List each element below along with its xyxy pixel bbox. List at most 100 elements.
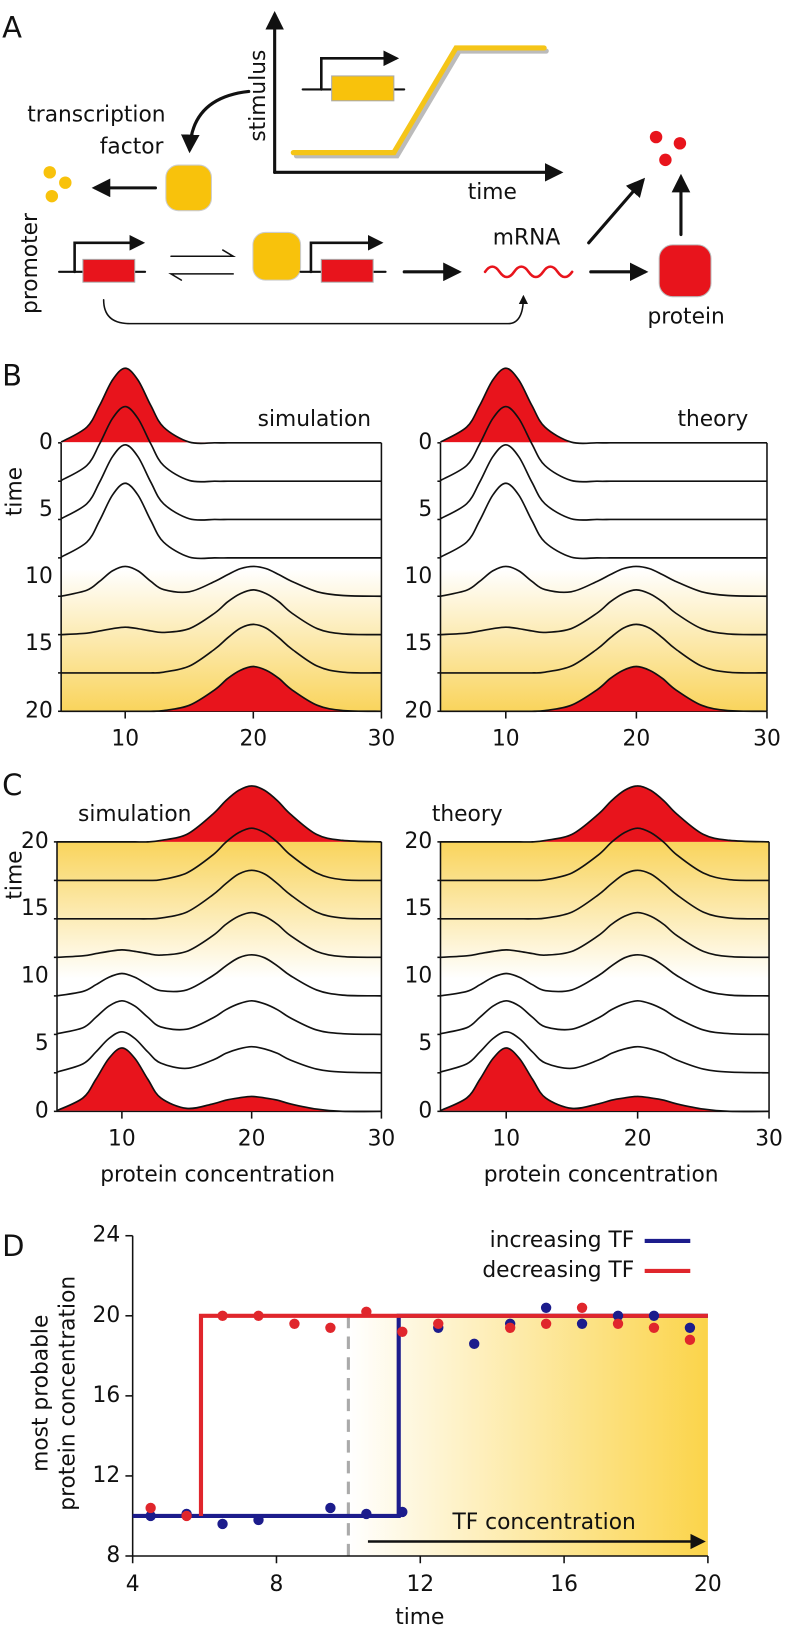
- stimulus-curve: [290, 45, 547, 156]
- y-tick-label: 24: [93, 1223, 121, 1248]
- x-tick-label: 10: [108, 1126, 136, 1151]
- ridge: [440, 565, 767, 598]
- x-tick-label: 12: [406, 1572, 434, 1597]
- x-tick-label: 16: [550, 1572, 578, 1597]
- y-tick-label: 5: [418, 497, 432, 522]
- point: [217, 1518, 228, 1530]
- ridge: [440, 367, 767, 445]
- ridge: [60, 367, 382, 445]
- gene-box: [320, 258, 374, 283]
- arrow: [170, 249, 237, 258]
- arrow: [168, 273, 234, 281]
- ridge: [440, 785, 770, 843]
- y-tick-label: 8: [106, 1543, 120, 1568]
- point: [181, 1510, 192, 1522]
- point: [540, 1318, 552, 1329]
- x-tick-label: 10: [492, 1126, 520, 1151]
- promoter-arrow: [73, 235, 146, 274]
- x-tick-label: 20: [239, 726, 267, 751]
- y-tick-label: 10: [21, 964, 49, 989]
- promoter-arrow: [309, 235, 384, 274]
- y-tick-label: 15: [25, 631, 53, 656]
- panel-title: simulation: [258, 407, 371, 432]
- x-tick-label: 30: [753, 726, 781, 751]
- y-tick-label: 5: [418, 1031, 432, 1056]
- point: [253, 1310, 264, 1321]
- x-axis-label: protein concentration: [100, 1163, 335, 1188]
- x-tick-label: 20: [624, 1126, 652, 1151]
- ridge: [440, 827, 770, 882]
- panel-label: A: [2, 10, 22, 44]
- label: protein: [647, 304, 724, 329]
- x-tick-label: 30: [755, 1126, 783, 1151]
- y-tick-label: 15: [405, 896, 433, 921]
- panel-title: theory: [677, 407, 748, 432]
- x-tick-label: 20: [238, 1126, 266, 1151]
- ridge: [57, 785, 382, 843]
- ridge: [440, 665, 767, 713]
- label: promoter: [18, 213, 43, 314]
- fragment: [649, 130, 663, 144]
- y-tick-label: 0: [35, 1098, 49, 1123]
- point: [289, 1318, 300, 1329]
- point: [361, 1508, 372, 1520]
- ridge: [57, 827, 382, 882]
- point: [648, 1310, 660, 1321]
- point: [684, 1322, 696, 1333]
- y-tick-label: 10: [405, 564, 433, 589]
- ridge: [440, 623, 767, 674]
- tf: [252, 231, 302, 281]
- x-tick-label: 4: [126, 1572, 140, 1597]
- ridge: [440, 444, 767, 521]
- ridge: [56, 911, 382, 959]
- x-tick-label: 10: [111, 726, 139, 751]
- panel-label: C: [2, 768, 22, 802]
- ridge: [57, 869, 382, 920]
- axis-label: time: [468, 180, 517, 205]
- panel-background: [61, 442, 382, 712]
- legend-label: decreasing TF: [482, 1258, 634, 1283]
- point: [325, 1502, 336, 1514]
- x-tick-label: 20: [694, 1572, 722, 1597]
- x-tick-label: 10: [492, 726, 520, 751]
- panel-label: B: [2, 359, 22, 393]
- point: [684, 1334, 696, 1345]
- y-tick-label: 0: [418, 430, 432, 455]
- panel-a: A stimulus time transcription factor pro…: [2, 10, 725, 329]
- fragment: [45, 189, 59, 203]
- label: transcription: [27, 102, 165, 127]
- y-tick-label: 5: [35, 1031, 49, 1056]
- ridge: [61, 623, 382, 674]
- y-axis-label: protein concentration: [55, 1276, 80, 1511]
- point: [504, 1322, 516, 1333]
- ridge: [440, 405, 767, 483]
- point: [648, 1322, 660, 1333]
- y-tick-label: 20: [405, 829, 433, 854]
- point: [576, 1318, 588, 1329]
- ridge: [440, 589, 767, 636]
- gene-box: [82, 258, 136, 283]
- fragment: [659, 153, 672, 167]
- y-tick-label: 10: [25, 564, 53, 589]
- tf: [165, 164, 212, 212]
- point: [253, 1514, 264, 1526]
- legend-label: increasing TF: [490, 1228, 635, 1253]
- ridge: [440, 1000, 770, 1036]
- point: [361, 1306, 372, 1317]
- x-tick-label: 8: [270, 1572, 284, 1597]
- y-tick-label: 15: [405, 631, 433, 656]
- ridge: [440, 954, 770, 997]
- axis-label: stimulus: [246, 50, 271, 142]
- y-tick-label: 20: [25, 698, 53, 723]
- panel-title: simulation: [78, 802, 191, 827]
- ridge: [61, 665, 382, 713]
- x-axis-label: protein concentration: [484, 1163, 719, 1188]
- y-tick-label: 16: [93, 1383, 121, 1408]
- y-tick-label: 15: [21, 896, 49, 921]
- panel-title: theory: [432, 802, 503, 827]
- point: [217, 1310, 228, 1321]
- y-tick-label: 0: [39, 430, 53, 455]
- point: [145, 1502, 156, 1514]
